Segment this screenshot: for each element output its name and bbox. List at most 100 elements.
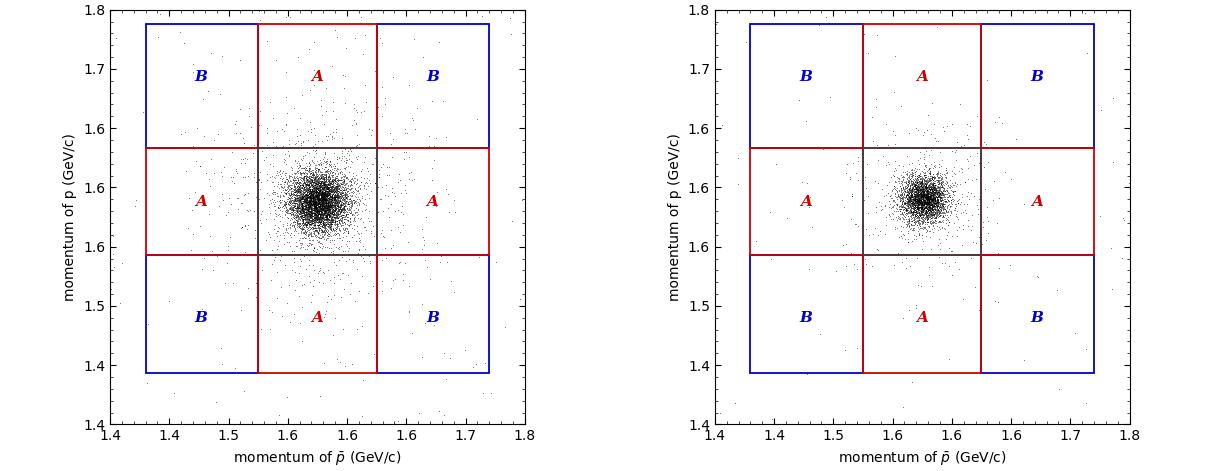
Point — [911, 172, 931, 180]
Point — [303, 210, 323, 218]
Point — [344, 100, 363, 107]
Point — [910, 251, 930, 258]
Point — [316, 207, 335, 214]
Point — [330, 180, 350, 187]
Point — [339, 221, 359, 229]
Point — [284, 188, 303, 196]
Point — [1102, 285, 1121, 292]
Point — [1077, 399, 1097, 406]
Point — [319, 219, 339, 226]
Point — [935, 187, 954, 194]
Point — [923, 174, 943, 182]
Point — [287, 224, 307, 231]
Point — [300, 202, 319, 210]
Point — [276, 169, 296, 177]
Point — [291, 201, 311, 208]
Point — [280, 203, 300, 211]
Point — [909, 193, 928, 200]
Point — [322, 196, 341, 203]
Point — [308, 267, 328, 275]
Point — [316, 194, 335, 201]
Point — [311, 219, 330, 226]
Point — [930, 194, 949, 202]
Point — [906, 212, 926, 219]
Point — [901, 197, 921, 205]
Point — [312, 199, 332, 207]
Point — [917, 193, 937, 201]
Point — [904, 236, 923, 243]
Point — [301, 175, 321, 183]
Point — [906, 301, 926, 309]
Point — [297, 194, 317, 202]
Point — [907, 198, 927, 205]
Point — [323, 194, 343, 202]
Point — [302, 177, 322, 185]
Point — [919, 195, 938, 202]
Point — [297, 192, 317, 199]
Point — [398, 239, 418, 246]
Point — [420, 276, 440, 283]
Point — [393, 221, 413, 228]
Point — [297, 218, 317, 226]
Point — [923, 198, 943, 206]
Point — [303, 192, 323, 200]
Point — [276, 203, 296, 211]
Point — [313, 202, 333, 210]
Point — [923, 193, 943, 201]
Point — [307, 204, 327, 211]
Point — [925, 192, 944, 199]
Point — [317, 196, 336, 203]
Point — [919, 224, 938, 231]
Point — [301, 225, 321, 233]
Point — [295, 172, 314, 179]
Point — [314, 203, 334, 210]
Point — [266, 227, 286, 235]
Point — [894, 176, 914, 184]
Point — [293, 204, 313, 211]
Point — [287, 159, 307, 167]
Point — [905, 211, 925, 218]
Point — [926, 201, 946, 208]
Point — [312, 189, 332, 196]
Point — [325, 204, 345, 211]
Point — [911, 181, 931, 188]
Point — [899, 187, 919, 195]
Point — [1089, 212, 1109, 220]
Point — [370, 166, 389, 174]
Point — [287, 219, 307, 227]
Point — [307, 211, 327, 218]
Point — [324, 195, 344, 203]
Point — [312, 211, 332, 218]
Point — [314, 189, 334, 196]
Point — [327, 214, 346, 222]
Point — [355, 81, 375, 89]
Point — [296, 190, 316, 198]
Point — [333, 233, 352, 241]
Point — [316, 208, 335, 215]
Point — [303, 191, 323, 199]
Point — [307, 193, 327, 201]
Point — [912, 198, 932, 205]
Point — [290, 234, 309, 242]
Point — [916, 207, 936, 215]
Point — [909, 212, 928, 219]
Point — [906, 232, 926, 240]
Point — [287, 207, 307, 215]
Point — [391, 208, 410, 216]
Point — [308, 204, 328, 211]
Point — [314, 216, 334, 224]
Point — [907, 178, 927, 185]
Point — [334, 196, 354, 203]
Point — [923, 195, 943, 202]
Point — [336, 154, 356, 162]
Point — [306, 214, 325, 222]
Point — [311, 203, 330, 210]
Point — [290, 163, 309, 171]
Point — [928, 189, 948, 196]
Point — [910, 196, 930, 203]
Point — [926, 199, 946, 207]
Point — [316, 200, 335, 207]
Point — [917, 205, 937, 212]
Point — [309, 221, 329, 229]
Point — [301, 200, 321, 207]
